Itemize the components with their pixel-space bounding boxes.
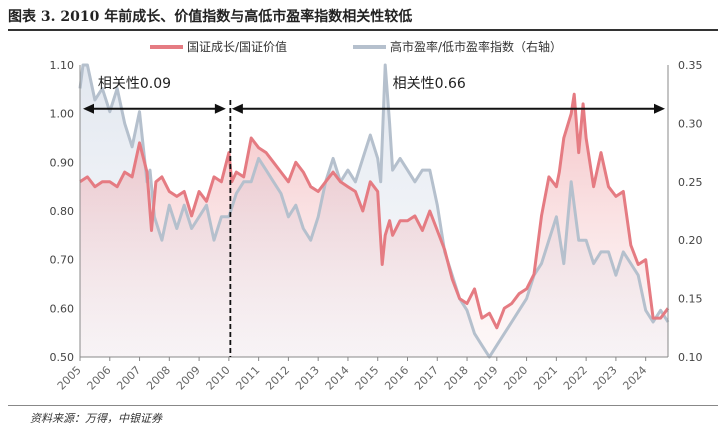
x-tick-label: 2013 [293, 364, 322, 393]
x-tick-label: 2011 [233, 364, 262, 393]
left-tick-label: 0.90 [50, 156, 75, 169]
left-tick-label: 0.80 [50, 205, 75, 218]
right-tick-label: 0.10 [678, 351, 703, 364]
x-tick-label: 2020 [501, 364, 530, 393]
x-tick-label: 2016 [382, 364, 411, 393]
left-tick-label: 1.00 [50, 108, 75, 121]
legend: 国证成长/国证价值 高市盈率/低市盈率指数（右轴） [150, 39, 562, 54]
anno-arrow-head-left [231, 103, 243, 114]
figure-title: 图表 3. 2010 年前成长、价值指数与高低市盈率指数相关性较低 [8, 9, 413, 25]
x-tick-label: 2022 [561, 364, 590, 393]
right-tick-label: 0.30 [678, 117, 703, 130]
x-tick-label: 2024 [620, 364, 649, 393]
right-tick-label: 0.35 [678, 59, 703, 72]
x-tick-label: 2015 [353, 364, 382, 393]
x-tick-label: 2010 [204, 364, 233, 393]
x-tick-label: 2012 [263, 364, 292, 393]
source-note: 资料来源：万得，中银证券 [30, 412, 162, 425]
x-tick-label: 2008 [144, 364, 173, 393]
x-tick-label: 2023 [591, 364, 620, 393]
left-tick-label: 0.60 [50, 302, 75, 315]
anno-arrow-head-right [654, 103, 665, 114]
x-tick-label: 2021 [531, 364, 560, 393]
right-tick-label: 0.15 [678, 293, 703, 306]
title-rule [8, 29, 718, 31]
right-tick-label: 0.20 [678, 234, 703, 247]
left-tick-label: 0.70 [50, 254, 75, 267]
line-series-1 [79, 92, 670, 330]
anno-arrow-head-left [83, 103, 94, 114]
line-series-2 [78, 63, 670, 359]
area-series-1 [80, 94, 668, 357]
source-rule [8, 405, 718, 406]
anno-arrow-head-right [214, 103, 226, 114]
left-tick-label: 0.50 [50, 351, 75, 364]
x-tick-label: 2007 [114, 364, 143, 393]
anno-label: 相关性0.66 [393, 76, 466, 92]
legend-label-series-1: 国证成长/国证价值 [187, 39, 287, 54]
x-tick-label: 2019 [472, 364, 501, 393]
x-tick-label: 2018 [442, 364, 471, 393]
left-tick-label: 1.10 [50, 59, 75, 72]
legend-label-series-2: 高市盈率/低市盈率指数（右轴） [390, 39, 562, 54]
x-tick-label: 2006 [85, 364, 114, 393]
x-tick-label: 2014 [323, 364, 352, 393]
x-tick-label: 2005 [55, 364, 84, 393]
x-tick-label: 2017 [412, 364, 441, 393]
anno-label: 相关性0.09 [98, 76, 171, 92]
x-tick-label: 2009 [174, 364, 203, 393]
right-tick-label: 0.25 [678, 176, 703, 189]
